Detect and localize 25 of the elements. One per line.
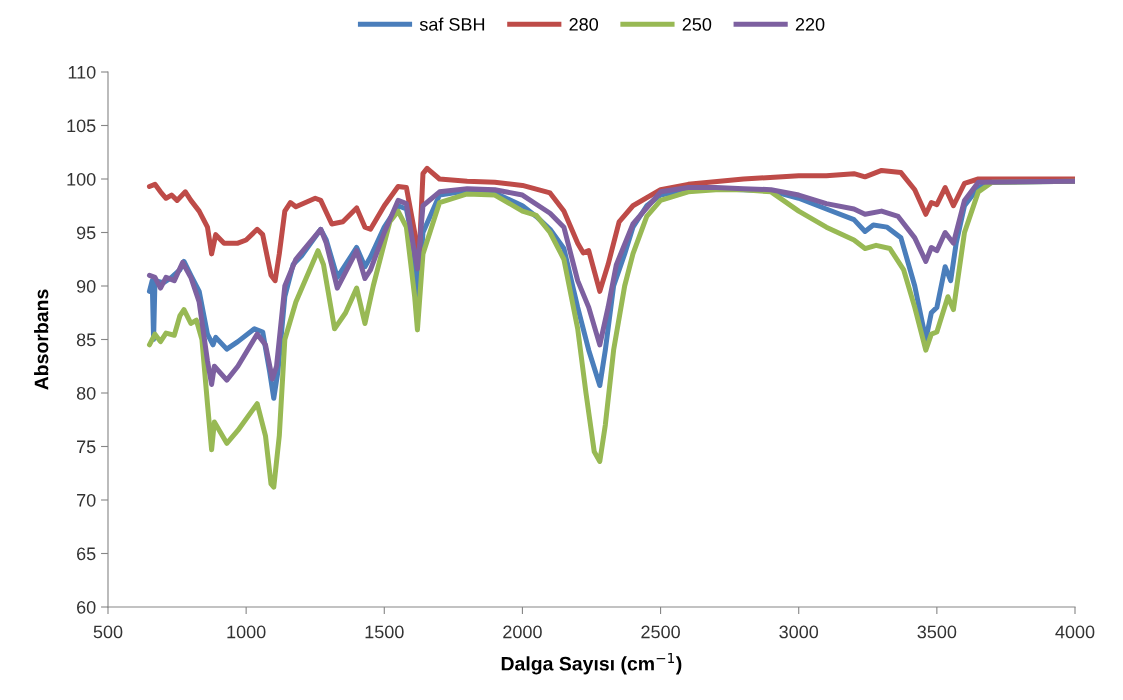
legend-label: 280 bbox=[569, 18, 599, 31]
legend-label: 250 bbox=[682, 18, 712, 31]
x-tick-label: 2500 bbox=[641, 625, 680, 639]
x-tick-label: 500 bbox=[93, 625, 123, 639]
x-tick-label: 1500 bbox=[365, 625, 404, 639]
x-tick-label: 2000 bbox=[503, 625, 542, 639]
y-tick-label: 70 bbox=[77, 493, 96, 507]
y-tick-label: 80 bbox=[76, 386, 96, 400]
y-axis-title: Absorbans bbox=[34, 289, 49, 390]
y-tick-label: 75 bbox=[77, 440, 96, 454]
y-tick-label: 105 bbox=[67, 119, 96, 133]
y-tick-label: 95 bbox=[76, 226, 96, 240]
x-axis-title: Dalga Sayısı (cm$^{−1}$) bbox=[501, 653, 682, 675]
y-tick-label: 110 bbox=[68, 65, 96, 79]
legend-label: saf SBH bbox=[419, 17, 485, 31]
x-tick-label: 4000 bbox=[1055, 625, 1095, 639]
y-tick-label: 90 bbox=[76, 279, 96, 293]
x-tick-label: 1000 bbox=[227, 625, 266, 639]
x-tick-label: 3500 bbox=[917, 625, 957, 639]
y-tick-label: 65 bbox=[77, 547, 96, 561]
x-tick-label: 3000 bbox=[779, 625, 819, 639]
y-tick-label: 100 bbox=[67, 172, 96, 186]
y-tick-label: 85 bbox=[76, 333, 96, 347]
legend-label: 220 bbox=[795, 18, 825, 31]
y-tick-label: 60 bbox=[77, 600, 96, 614]
